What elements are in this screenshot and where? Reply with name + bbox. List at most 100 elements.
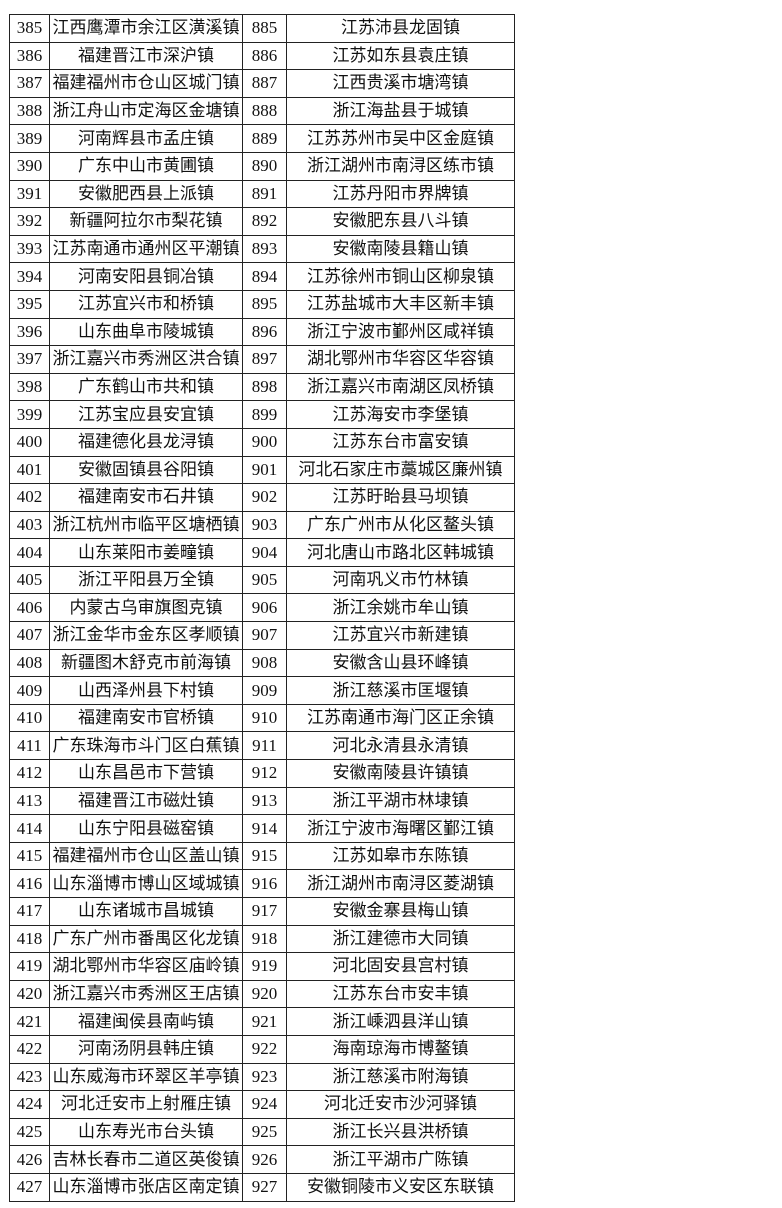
- row-number-right: 886: [242, 41, 287, 71]
- town-name-right: 安徽含山县环峰镇: [286, 648, 515, 678]
- town-name-right: 江苏沛县龙固镇: [286, 14, 515, 43]
- town-name-right: 江苏盱眙县马坝镇: [286, 483, 515, 512]
- row-number-left: 403: [9, 510, 50, 540]
- town-name-left: 江苏宜兴市和桥镇: [49, 289, 243, 319]
- row-number-right: 915: [242, 841, 287, 871]
- town-name-left: 内蒙古乌审旗图克镇: [49, 593, 243, 623]
- table-row: 420 浙江嘉兴市秀洲区王店镇 920 江苏东台市安丰镇: [9, 979, 515, 1009]
- town-name-left: 山东寿光市台头镇: [49, 1117, 243, 1147]
- town-name-right: 浙江慈溪市匡堰镇: [286, 676, 515, 705]
- row-number-left: 401: [9, 455, 50, 485]
- town-name-left: 山西泽州县下村镇: [49, 676, 243, 705]
- town-name-right: 海南琼海市博鳌镇: [286, 1034, 515, 1064]
- row-number-left: 385: [9, 14, 50, 43]
- table-body: 385 江西鹰潭市余江区潢溪镇 885 江苏沛县龙固镇 386 福建晋江市深沪镇 886 江苏…: [9, 14, 515, 1202]
- row-number-right: 885: [242, 14, 287, 43]
- table-row: 390 广东中山市黄圃镇 890 浙江湖州市南浔区练市镇: [9, 151, 515, 181]
- row-number-left: 424: [9, 1090, 50, 1119]
- town-name-left: 安徽固镇县谷阳镇: [49, 455, 243, 485]
- row-number-left: 427: [9, 1172, 50, 1202]
- town-name-left: 河北迁安市上射雁庄镇: [49, 1090, 243, 1119]
- row-number-left: 418: [9, 924, 50, 954]
- row-number-right: 916: [242, 869, 287, 898]
- row-number-right: 900: [242, 427, 287, 457]
- row-number-left: 388: [9, 96, 50, 126]
- row-number-right: 911: [242, 731, 287, 761]
- town-name-right: 江苏宜兴市新建镇: [286, 621, 515, 650]
- table-row: 421 福建闽侯县南屿镇 921 浙江嵊泗县洋山镇: [9, 1007, 515, 1036]
- row-number-left: 389: [9, 124, 50, 153]
- table-row: 427 山东淄博市张店区南定镇 927 安徽铜陵市义安区东联镇: [9, 1172, 515, 1202]
- row-number-right: 889: [242, 124, 287, 153]
- table-row: 385 江西鹰潭市余江区潢溪镇 885 江苏沛县龙固镇: [9, 14, 515, 43]
- row-number-right: 924: [242, 1090, 287, 1119]
- row-number-left: 402: [9, 483, 50, 512]
- town-name-left: 山东诸城市昌城镇: [49, 897, 243, 926]
- table-row: 416 山东淄博市博山区域城镇 916 浙江湖州市南浔区菱湖镇: [9, 869, 515, 898]
- table-row: 391 安徽肥西县上派镇 891 江苏丹阳市界牌镇: [9, 179, 515, 209]
- row-number-left: 408: [9, 648, 50, 678]
- town-name-left: 山东威海市环翠区羊亭镇: [49, 1062, 243, 1092]
- town-name-left: 广东珠海市斗门区白蕉镇: [49, 731, 243, 761]
- town-name-left: 江西鹰潭市余江区潢溪镇: [49, 14, 243, 43]
- town-name-right: 安徽铜陵市义安区东联镇: [286, 1172, 515, 1202]
- town-name-left: 江苏南通市通州区平潮镇: [49, 234, 243, 264]
- row-number-right: 920: [242, 979, 287, 1009]
- table-row: 405 浙江平阳县万全镇 905 河南巩义市竹林镇: [9, 565, 515, 595]
- table-row: 398 广东鹤山市共和镇 898 浙江嘉兴市南湖区凤桥镇: [9, 372, 515, 402]
- town-name-left: 山东宁阳县磁窑镇: [49, 814, 243, 843]
- town-name-right: 安徽南陵县籍山镇: [286, 234, 515, 264]
- town-name-left: 浙江嘉兴市秀洲区洪合镇: [49, 345, 243, 374]
- row-number-right: 887: [242, 69, 287, 98]
- row-number-left: 416: [9, 869, 50, 898]
- table-row: 417 山东诸城市昌城镇 917 安徽金寨县梅山镇: [9, 897, 515, 926]
- town-name-right: 江苏海安市李堡镇: [286, 400, 515, 429]
- row-number-right: 908: [242, 648, 287, 678]
- row-number-left: 397: [9, 345, 50, 374]
- row-number-left: 420: [9, 979, 50, 1009]
- row-number-right: 902: [242, 483, 287, 512]
- table-row: 396 山东曲阜市陵城镇 896 浙江宁波市鄞州区咸祥镇: [9, 317, 515, 347]
- row-number-right: 904: [242, 538, 287, 567]
- town-name-left: 福建德化县龙浔镇: [49, 427, 243, 457]
- table-row: 402 福建南安市石井镇 902 江苏盱眙县马坝镇: [9, 483, 515, 512]
- town-name-left: 福建闽侯县南屿镇: [49, 1007, 243, 1036]
- town-name-left: 新疆阿拉尔市梨花镇: [49, 207, 243, 236]
- row-number-right: 893: [242, 234, 287, 264]
- town-name-right: 安徽金寨县梅山镇: [286, 897, 515, 926]
- table-row: 409 山西泽州县下村镇 909 浙江慈溪市匡堰镇: [9, 676, 515, 705]
- town-name-left: 山东淄博市张店区南定镇: [49, 1172, 243, 1202]
- row-number-right: 901: [242, 455, 287, 485]
- town-name-left: 福建南安市石井镇: [49, 483, 243, 512]
- town-name-left: 河南安阳县铜冶镇: [49, 262, 243, 291]
- town-name-left: 福建晋江市磁灶镇: [49, 786, 243, 816]
- row-number-right: 895: [242, 289, 287, 319]
- table-row: 404 山东莱阳市姜疃镇 904 河北唐山市路北区韩城镇: [9, 538, 515, 567]
- town-name-right: 浙江建德市大同镇: [286, 924, 515, 954]
- row-number-left: 422: [9, 1034, 50, 1064]
- table-row: 394 河南安阳县铜冶镇 894 江苏徐州市铜山区柳泉镇: [9, 262, 515, 291]
- row-number-right: 897: [242, 345, 287, 374]
- town-name-left: 浙江金华市金东区孝顺镇: [49, 621, 243, 650]
- row-number-right: 926: [242, 1145, 287, 1174]
- town-name-left: 河南辉县市孟庄镇: [49, 124, 243, 153]
- row-number-left: 423: [9, 1062, 50, 1092]
- row-number-left: 414: [9, 814, 50, 843]
- row-number-right: 914: [242, 814, 287, 843]
- table-row: 419 湖北鄂州市华容区庙岭镇 919 河北固安县宫村镇: [9, 952, 515, 981]
- row-number-left: 396: [9, 317, 50, 347]
- row-number-left: 425: [9, 1117, 50, 1147]
- town-name-left: 山东莱阳市姜疃镇: [49, 538, 243, 567]
- town-name-right: 浙江嵊泗县洋山镇: [286, 1007, 515, 1036]
- table-row: 418 广东广州市番禺区化龙镇 918 浙江建德市大同镇: [9, 924, 515, 954]
- town-name-right: 河北石家庄市藁城区廉州镇: [286, 455, 515, 485]
- table-row: 423 山东威海市环翠区羊亭镇 923 浙江慈溪市附海镇: [9, 1062, 515, 1092]
- row-number-right: 912: [242, 759, 287, 788]
- row-number-right: 910: [242, 703, 287, 733]
- row-number-right: 909: [242, 676, 287, 705]
- town-name-right: 浙江海盐县于城镇: [286, 96, 515, 126]
- table-row: 413 福建晋江市磁灶镇 913 浙江平湖市林埭镇: [9, 786, 515, 816]
- table-row: 411 广东珠海市斗门区白蕉镇 911 河北永清县永清镇: [9, 731, 515, 761]
- table-row: 397 浙江嘉兴市秀洲区洪合镇 897 湖北鄂州市华容区华容镇: [9, 345, 515, 374]
- town-name-right: 浙江湖州市南浔区练市镇: [286, 151, 515, 181]
